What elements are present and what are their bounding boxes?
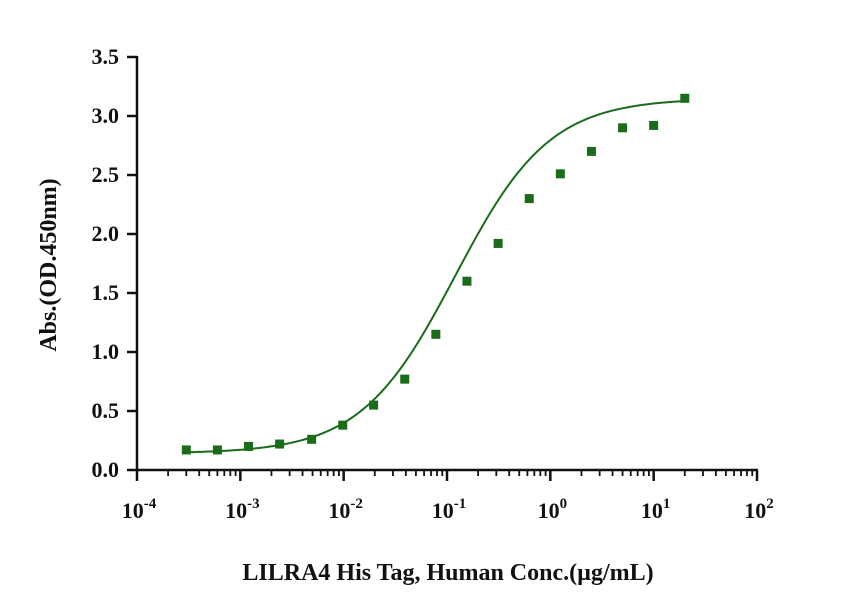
data-point [307,434,317,444]
data-point [618,123,628,133]
x-tick-exponent: -4 [144,496,157,512]
x-tick-label: 101 [641,496,671,523]
y-tick-label: 2.5 [92,162,120,187]
data-point [555,169,565,179]
x-tick-exponent: -1 [454,496,467,512]
x-tick-base: 10 [432,498,454,523]
y-tick-label: 2.0 [92,221,120,246]
data-point [524,194,534,204]
x-tick-exponent: 1 [663,496,671,512]
x-tick-label: 10-2 [328,496,363,523]
x-tick-label: 102 [744,496,774,523]
x-tick-exponent: 2 [766,496,774,512]
x-tick-exponent: -3 [247,496,259,512]
x-tick-base: 10 [744,498,766,523]
x-tick-label: 10-3 [225,496,259,523]
data-point [586,146,596,156]
y-tick-label: 3.0 [92,103,120,128]
y-tick-label: 0.0 [92,457,120,482]
data-point [369,400,379,410]
x-tick-base: 10 [538,498,560,523]
x-axis-title: LILRA4 His Tag, Human Conc.(µg/mL) [242,560,653,586]
x-tick-label: 100 [538,496,568,523]
data-point [181,445,191,455]
y-tick-label: 0.5 [92,398,120,423]
y-axis-title: Abs.(OD.450nm) [36,178,62,351]
x-tick-label: 10-1 [432,496,467,523]
x-tick-exponent: -2 [350,496,363,512]
data-point [431,329,441,339]
data-point [462,276,472,286]
x-tick-base: 10 [122,498,144,523]
fit-curve [186,100,685,454]
data-point [680,93,690,103]
x-tick-base: 10 [225,498,247,523]
y-tick-label: 1.0 [92,339,120,364]
data-point [649,120,659,130]
plot-area [181,93,690,455]
y-tick-label: 3.5 [92,44,120,69]
data-point [400,374,410,384]
data-point [338,420,348,430]
x-tick-base: 10 [328,498,350,523]
x-axis-ticks: 10-4 10-3 10-2 10-1 100 101 102 [122,470,774,523]
data-point [493,238,503,248]
data-point [275,439,285,449]
x-tick-exponent: 0 [560,496,568,512]
y-axis-ticks: 0.0 0.5 1.0 1.5 2.0 2.5 3.0 3.5 [92,44,137,482]
data-point [244,441,254,451]
x-tick-label: 10-4 [122,496,157,523]
data-point [212,445,222,455]
x-tick-base: 10 [641,498,663,523]
y-tick-label: 1.5 [92,280,120,305]
